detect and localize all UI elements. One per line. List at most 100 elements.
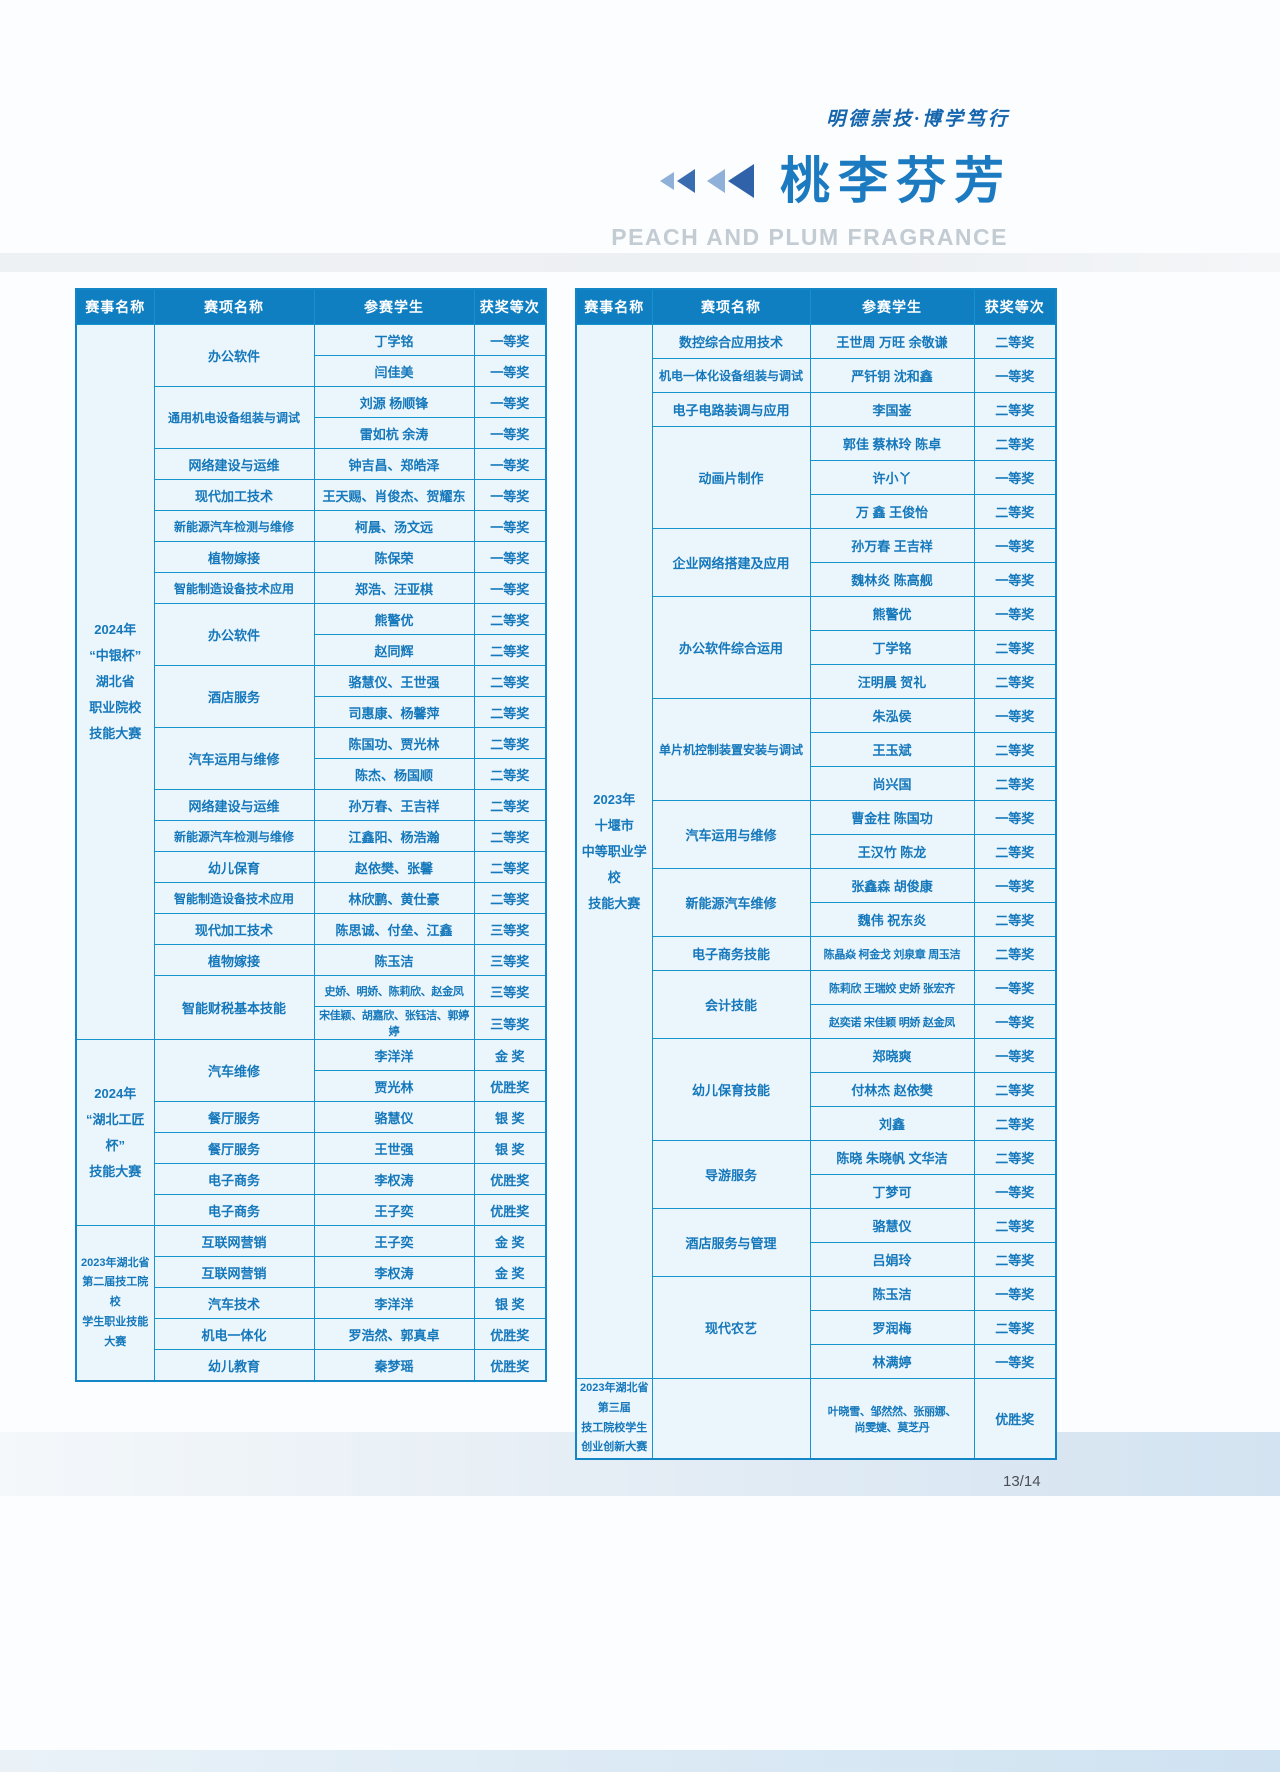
item-cell: 电子电路装调与应用 — [651, 392, 811, 427]
students-cell: 王世周 万旺 余敬谦 — [809, 324, 975, 359]
column-header: 参赛学生 — [809, 288, 975, 325]
awards-table-right: 赛事名称 赛项名称 参赛学生 获奖等次 2023年 十堰市 中等职业学校 技能大赛 数控综合应用… — [575, 288, 1057, 1461]
item-cell: 智能制造设备技术应用 — [153, 882, 315, 914]
students-cell: 丁学铭 — [809, 630, 975, 665]
students-cell: 林欣鹏、黄仕豪 — [313, 882, 475, 914]
award-cell: 二等奖 — [973, 324, 1057, 359]
event-line: 2023年湖北省第三届 — [580, 1382, 649, 1414]
students-cell: 刘鑫 — [809, 1106, 975, 1141]
award-cell: 二等奖 — [973, 834, 1057, 869]
item-cell: 酒店服务与管理 — [651, 1208, 811, 1277]
award-cell: 银 奖 — [473, 1287, 547, 1319]
award-cell: 一等奖 — [973, 1276, 1057, 1311]
item-cell: 幼儿保育技能 — [651, 1038, 811, 1141]
item-cell: 幼儿教育 — [153, 1349, 315, 1382]
event-cell: 2023年湖北省第三届 技工院校学生创业创新大赛 — [575, 1378, 653, 1460]
students-cell: 柯晨、汤文远 — [313, 510, 475, 542]
item-cell: 现代农艺 — [651, 1276, 811, 1379]
awards-table-left: 赛事名称 赛项名称 参赛学生 获奖等次 2024年 “中银杯” 湖北省 职业院校 技能大赛 办公软… — [75, 288, 547, 1382]
award-cell: 一等奖 — [473, 417, 547, 449]
school-motto: 明德崇技·博学笃行 — [826, 109, 1010, 130]
students-cell: 陈杰、杨国顺 — [313, 758, 475, 790]
item-cell: 会计技能 — [651, 970, 811, 1039]
item-cell: 数控综合应用技术 — [651, 324, 811, 359]
award-cell: 一等奖 — [473, 448, 547, 480]
item-cell: 汽车技术 — [153, 1287, 315, 1319]
item-cell: 新能源汽车检测与维修 — [153, 820, 315, 852]
award-cell: 一等奖 — [973, 528, 1057, 563]
footer-edge-band — [0, 1750, 1280, 1772]
students-cell: 陈晓 朱晓帆 文华洁 — [809, 1140, 975, 1175]
item-cell: 现代加工技术 — [153, 479, 315, 511]
students-cell: 闫佳美 — [313, 355, 475, 387]
item-cell: 汽车运用与维修 — [651, 800, 811, 869]
item-cell: 智能财税基本技能 — [153, 975, 315, 1040]
students-cell: 李权涛 — [313, 1256, 475, 1288]
students-cell: 王世强 — [313, 1132, 475, 1164]
students-cell: 刘源 杨顺锋 — [313, 386, 475, 418]
item-cell: 互联网营销 — [153, 1256, 315, 1288]
students-cell: 熊警优 — [313, 603, 475, 635]
award-cell: 三等奖 — [473, 913, 547, 945]
award-cell: 一等奖 — [973, 1038, 1057, 1073]
event-line: 技工院校学生创业创新大赛 — [581, 1421, 648, 1454]
item-cell: 幼儿保育 — [153, 851, 315, 883]
page-title: 桃李芬芳 — [780, 153, 1012, 209]
award-cell: 二等奖 — [473, 851, 547, 883]
award-cell: 一等奖 — [973, 1344, 1057, 1379]
item-cell: 汽车维修 — [153, 1039, 315, 1102]
students-cell: 陈国功、贾光林 — [313, 727, 475, 759]
item-cell: 动画片制作 — [651, 426, 811, 529]
page-title-row: 桃李芬芳 — [660, 156, 1012, 206]
award-cell: 二等奖 — [473, 634, 547, 666]
award-cell: 一等奖 — [973, 562, 1057, 597]
students-cell: 孙万春、王吉祥 — [313, 789, 475, 821]
students-cell: 付林杰 赵依樊 — [809, 1072, 975, 1107]
award-cell: 二等奖 — [473, 727, 547, 759]
award-cell: 优胜奖 — [473, 1194, 547, 1226]
award-cell: 二等奖 — [973, 1310, 1057, 1345]
students-cell: 万 鑫 王俊怡 — [809, 494, 975, 529]
award-cell: 二等奖 — [473, 820, 547, 852]
item-cell — [651, 1378, 811, 1460]
students-cell: 宋佳颖、胡嘉欣、张钰洁、郭婷婷 — [313, 1006, 475, 1040]
triangle-large-dark-icon — [728, 164, 754, 198]
award-cell: 二等奖 — [973, 630, 1057, 665]
students-cell: 赵奕诺 宋佳颖 明娇 赵金凤 — [809, 1004, 975, 1039]
students-cell: 王子奕 — [313, 1225, 475, 1257]
award-cell: 二等奖 — [973, 426, 1057, 461]
award-cell: 一等奖 — [973, 1004, 1057, 1039]
students-cell: 朱泓侯 — [809, 698, 975, 733]
award-cell: 优胜奖 — [473, 1163, 547, 1195]
event-line: 学生职业技能大赛 — [82, 1315, 149, 1348]
award-cell: 二等奖 — [473, 789, 547, 821]
award-cell: 金 奖 — [473, 1225, 547, 1257]
students-cell: 骆慧仪 — [313, 1101, 475, 1133]
award-cell: 一等奖 — [973, 868, 1057, 903]
column-header: 赛项名称 — [651, 288, 811, 325]
item-cell: 机电一体化设备组装与调试 — [651, 358, 811, 393]
column-header: 赛项名称 — [153, 288, 315, 325]
award-cell: 三等奖 — [473, 975, 547, 1007]
event-line: “中银杯” — [89, 648, 142, 663]
column-header: 参赛学生 — [313, 288, 475, 325]
triangle-small-light-icon — [660, 172, 674, 190]
item-cell: 导游服务 — [651, 1140, 811, 1209]
award-cell: 二等奖 — [973, 732, 1057, 767]
page-subtitle: PEACH AND PLUM FRAGRANCE — [611, 224, 1008, 250]
students-cell: 李洋洋 — [313, 1039, 475, 1071]
triangle-small-dark-icon — [677, 169, 695, 193]
event-line: 湖北省 — [95, 674, 135, 689]
award-cell: 三等奖 — [473, 1006, 547, 1040]
students-cell: 吕娟玲 — [809, 1242, 975, 1277]
students-cell: 雷如杭 余涛 — [313, 417, 475, 449]
award-cell: 二等奖 — [973, 1140, 1057, 1175]
students-cell: 李国崟 — [809, 392, 975, 427]
students-cell: 严钎钥 沈和鑫 — [809, 358, 975, 393]
page-number: 13/14 — [1003, 1473, 1041, 1490]
students-cell: 陈玉洁 — [809, 1276, 975, 1311]
students-cell: 罗浩然、郭真卓 — [313, 1318, 475, 1350]
students-cell: 郭佳 蔡林玲 陈卓 — [809, 426, 975, 461]
award-cell: 一等奖 — [473, 510, 547, 542]
item-cell: 网络建设与运维 — [153, 448, 315, 480]
